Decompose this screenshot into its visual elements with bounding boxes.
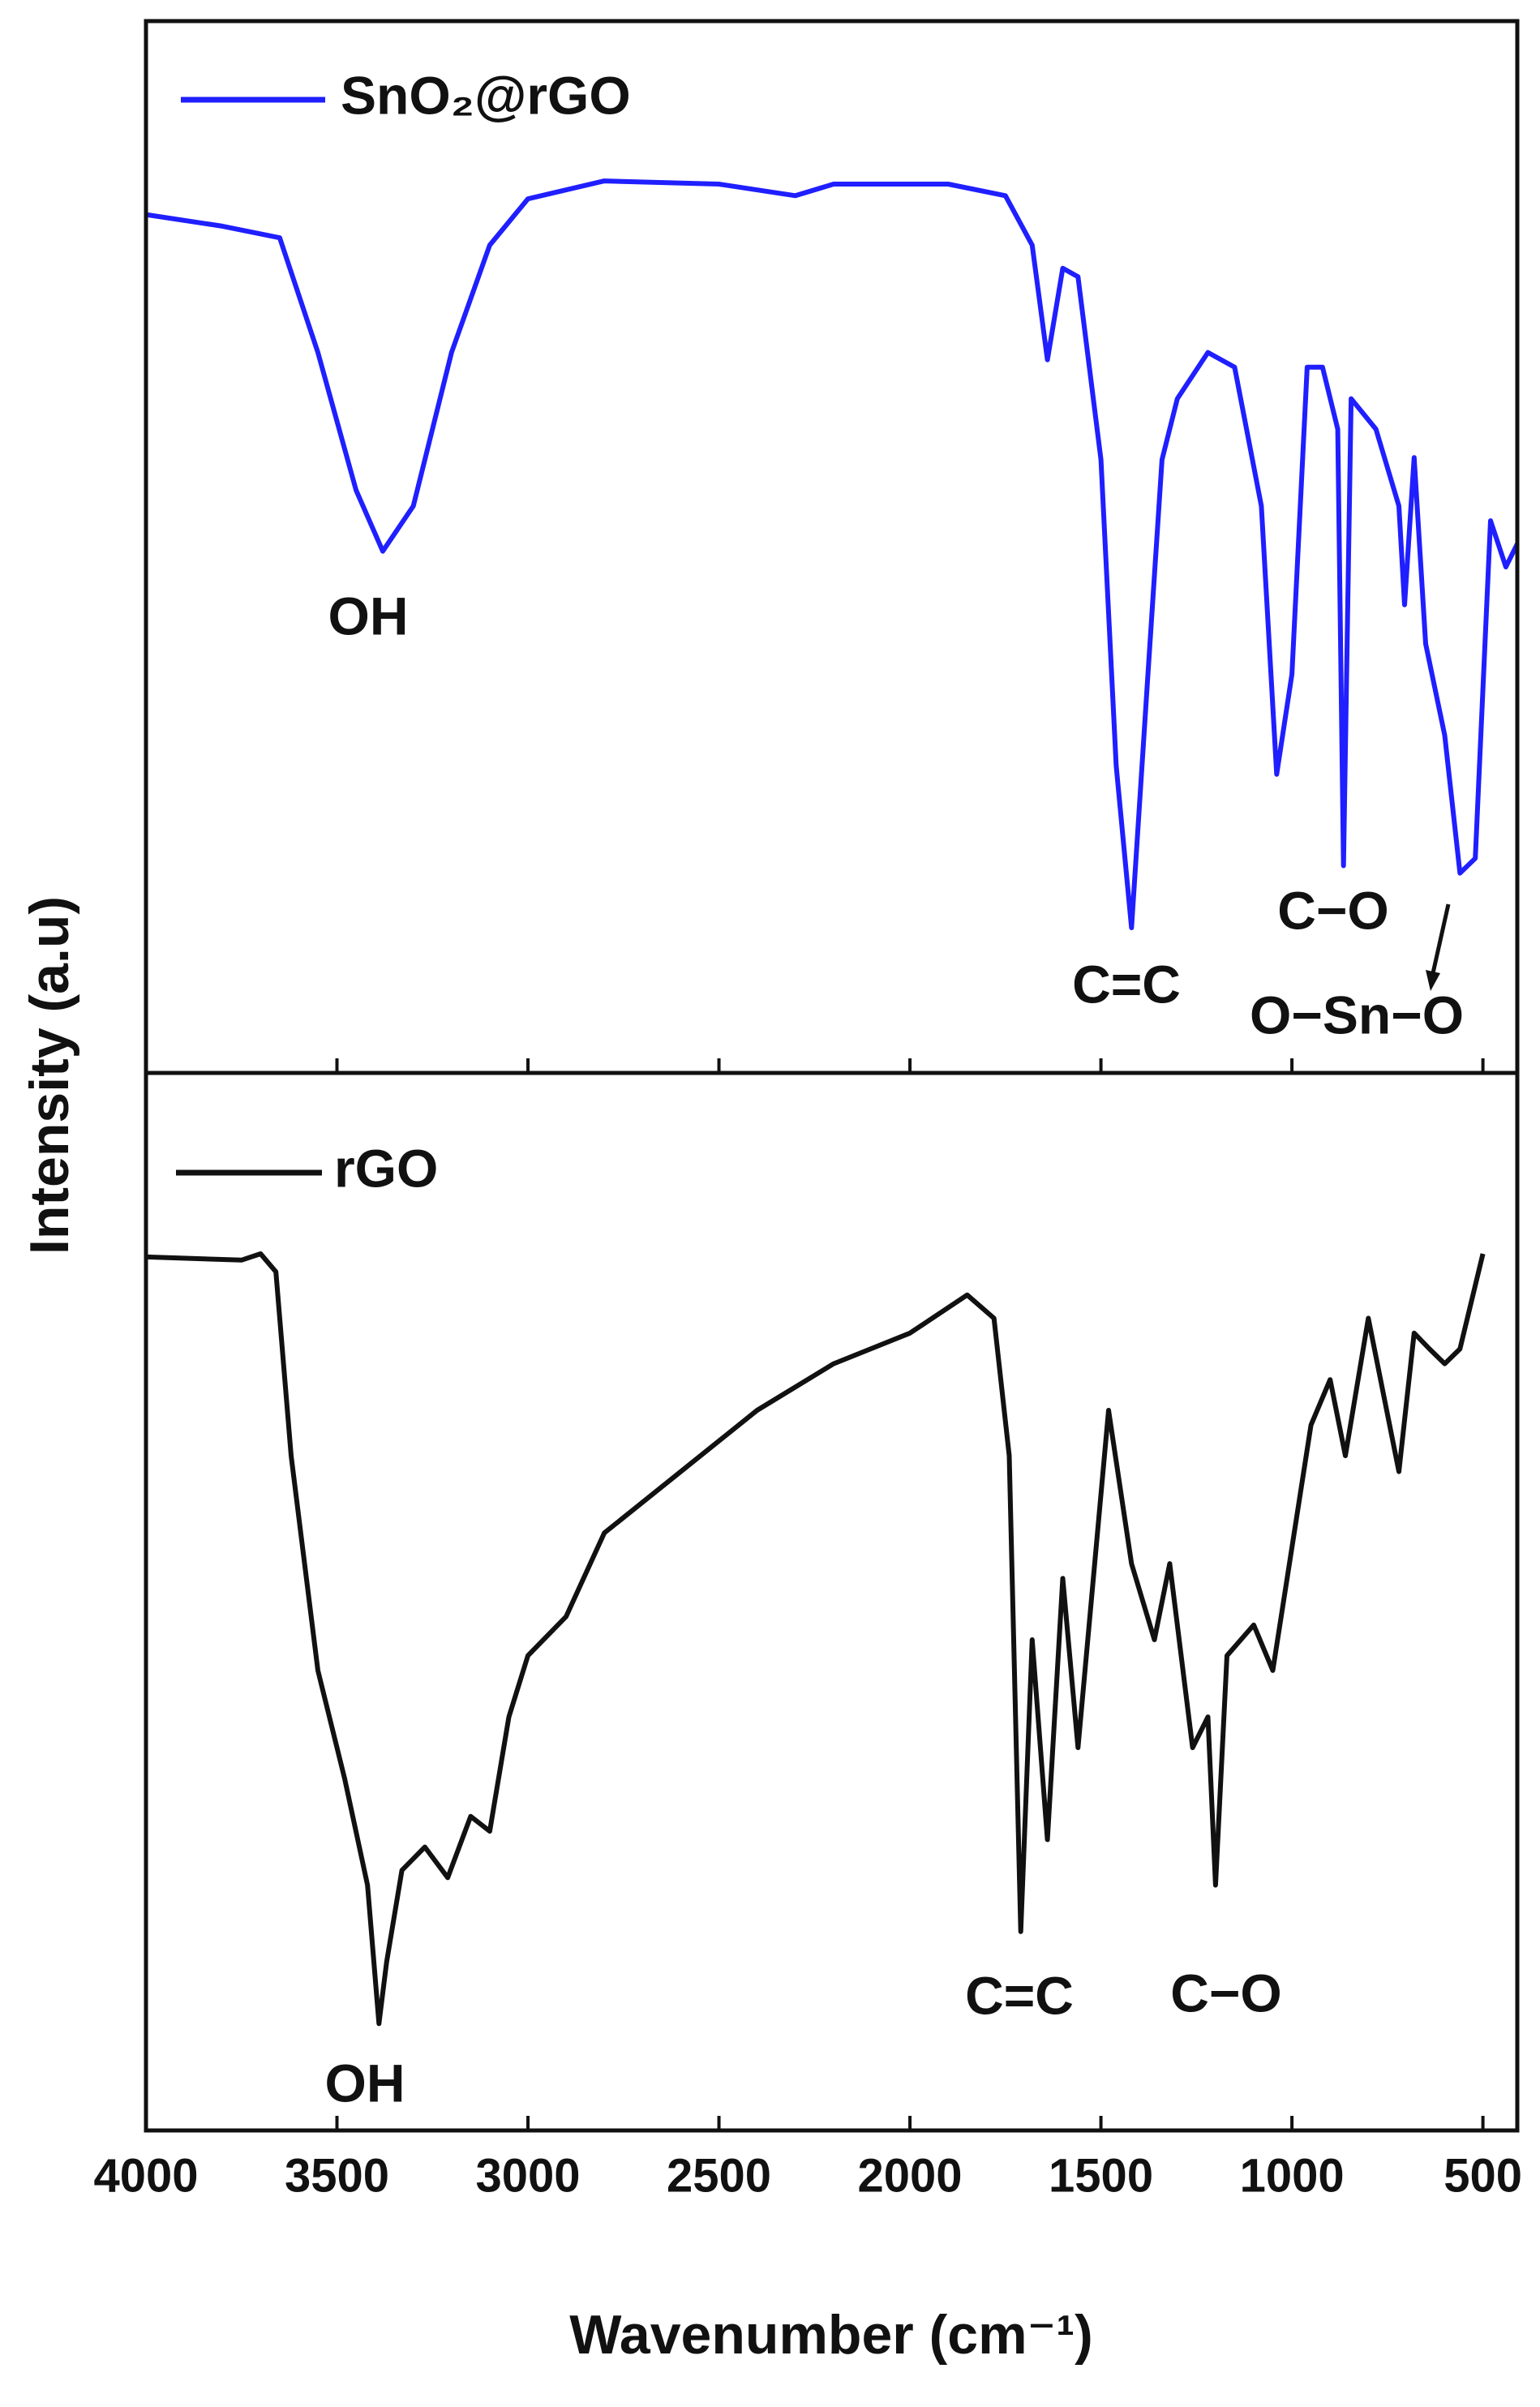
- annotation-arrowhead: [1426, 970, 1440, 991]
- plot-frame: [144, 1070, 1520, 2133]
- y-axis-label: Intensity (a.u): [19, 896, 80, 1255]
- x-tick-label: 2500: [667, 2149, 771, 2202]
- x-tick-label: 1000: [1240, 2149, 1345, 2202]
- spectrum-line: [145, 1251, 1486, 2027]
- spectrum-line: [145, 178, 1520, 930]
- x-tick-label: 4000: [93, 2149, 198, 2202]
- legend-label: rGO: [334, 1138, 438, 1198]
- annotation: C−O: [1170, 1963, 1282, 2023]
- annotation: C=C: [1072, 954, 1181, 1014]
- x-tick-label: 3000: [476, 2149, 581, 2202]
- x-tick-label: 500: [1443, 2149, 1522, 2202]
- x-tick-label: 2000: [858, 2149, 963, 2202]
- annotation: OH: [325, 2053, 405, 2113]
- x-tick-label: 1500: [1049, 2149, 1153, 2202]
- annotation-arrow: [1431, 903, 1451, 974]
- legend-label: SnO₂@rGO: [341, 65, 631, 125]
- annotation: O−Sn−O: [1250, 985, 1464, 1045]
- x-axis-label: Wavenumber (cm⁻¹): [569, 2304, 1092, 2366]
- annotation: OH: [328, 586, 409, 646]
- annotation: C=C: [965, 1965, 1074, 2025]
- x-tick-label: 3500: [285, 2149, 389, 2202]
- annotation: C−O: [1277, 880, 1389, 940]
